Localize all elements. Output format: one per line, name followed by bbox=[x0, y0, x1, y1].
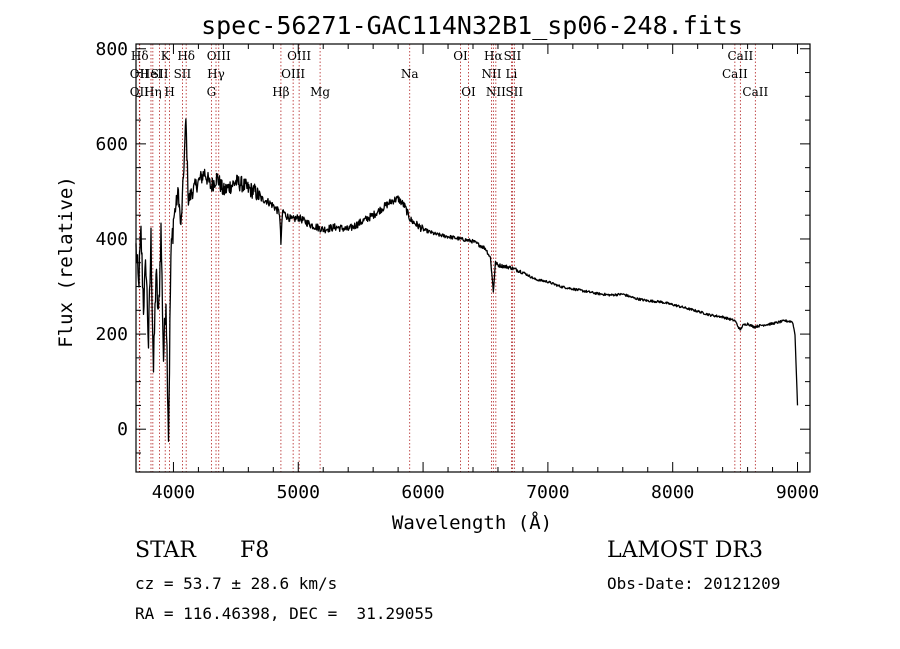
object-subclass: F8 bbox=[240, 538, 270, 563]
line-marker-label-20: Hα bbox=[484, 49, 503, 63]
line-marker-label-9: SII bbox=[174, 67, 192, 81]
x-tick-label-8000: 8000 bbox=[651, 482, 694, 503]
line-marker-label-23: SII bbox=[504, 49, 522, 63]
x-tick-label-6000: 6000 bbox=[401, 482, 444, 503]
y-axis-ticks: 0 200 400 600 800 bbox=[95, 39, 810, 454]
redshift-velocity: cz = 53.7 ± 28.6 km/s bbox=[135, 574, 338, 593]
x-tick-label-7000: 7000 bbox=[526, 482, 569, 503]
line-marker-label-17: Na bbox=[401, 67, 419, 81]
line-marker-label-2: OII bbox=[130, 85, 150, 99]
line-marker-label-21: NII bbox=[481, 67, 501, 81]
line-marker-label-3: K bbox=[161, 49, 171, 63]
y-tick-label-800: 800 bbox=[95, 39, 128, 60]
line-marker-label-28: CaII bbox=[742, 85, 768, 99]
line-marker-label-11: Hγ bbox=[207, 67, 225, 81]
line-marker-label-1: OII bbox=[130, 67, 150, 81]
line-marker-label-6: SII bbox=[151, 67, 169, 81]
line-marker-label-14: OIII bbox=[281, 67, 305, 81]
object-class: STAR bbox=[135, 538, 196, 563]
survey-name: LAMOST DR3 bbox=[607, 538, 763, 563]
line-marker-label-16: Mg bbox=[310, 85, 330, 99]
sky-coordinates: RA = 116.46398, DEC = 31.29055 bbox=[135, 604, 434, 623]
line-marker-label-15: Hβ bbox=[272, 85, 289, 99]
x-tick-label-4000: 4000 bbox=[152, 482, 195, 503]
line-marker-label-24: Li bbox=[506, 67, 518, 81]
line-marker-label-22: NII bbox=[486, 85, 506, 99]
line-marker-label-8: Hδ bbox=[177, 49, 195, 63]
x-tick-label-9000: 9000 bbox=[776, 482, 819, 503]
line-marker-label-7: H bbox=[164, 85, 174, 99]
plot-frame bbox=[135, 43, 811, 473]
spectrum-series-line bbox=[135, 118, 799, 442]
chart-title: spec-56271-GAC114N32B1_sp06-248.fits bbox=[201, 11, 743, 40]
line-marker-label-10: OIII bbox=[207, 49, 231, 63]
x-tick-label-5000: 5000 bbox=[277, 482, 320, 503]
line-marker-labels: HδOIIOIIKHeIHηSIIHHδSIIOIIIHγGOIIIOIIIHβ… bbox=[130, 49, 769, 99]
y-tick-label-200: 200 bbox=[95, 324, 128, 345]
line-markers bbox=[138, 44, 756, 472]
line-marker-label-13: OIII bbox=[287, 49, 311, 63]
line-marker-label-12: G bbox=[207, 85, 217, 99]
y-tick-label-600: 600 bbox=[95, 134, 128, 155]
x-axis-ticks: 4000 5000 6000 7000 8000 9000 bbox=[152, 44, 819, 503]
y-tick-label-400: 400 bbox=[95, 229, 128, 250]
line-marker-label-5: Hη bbox=[144, 85, 162, 99]
x-axis-label: Wavelength (Å) bbox=[392, 511, 552, 534]
line-marker-label-18: OI bbox=[453, 49, 468, 63]
line-marker-label-25: SII bbox=[505, 85, 523, 99]
observation-date: Obs-Date: 20121209 bbox=[607, 574, 781, 593]
line-marker-label-26: CaII bbox=[727, 49, 753, 63]
line-marker-label-0: Hδ bbox=[131, 49, 149, 63]
y-axis-label: Flux (relative) bbox=[55, 176, 77, 348]
line-marker-label-19: OI bbox=[461, 85, 476, 99]
line-marker-label-27: CaII bbox=[722, 67, 748, 81]
line-marker-label-4: HeI bbox=[140, 67, 163, 81]
y-tick-label-0: 0 bbox=[117, 419, 128, 440]
